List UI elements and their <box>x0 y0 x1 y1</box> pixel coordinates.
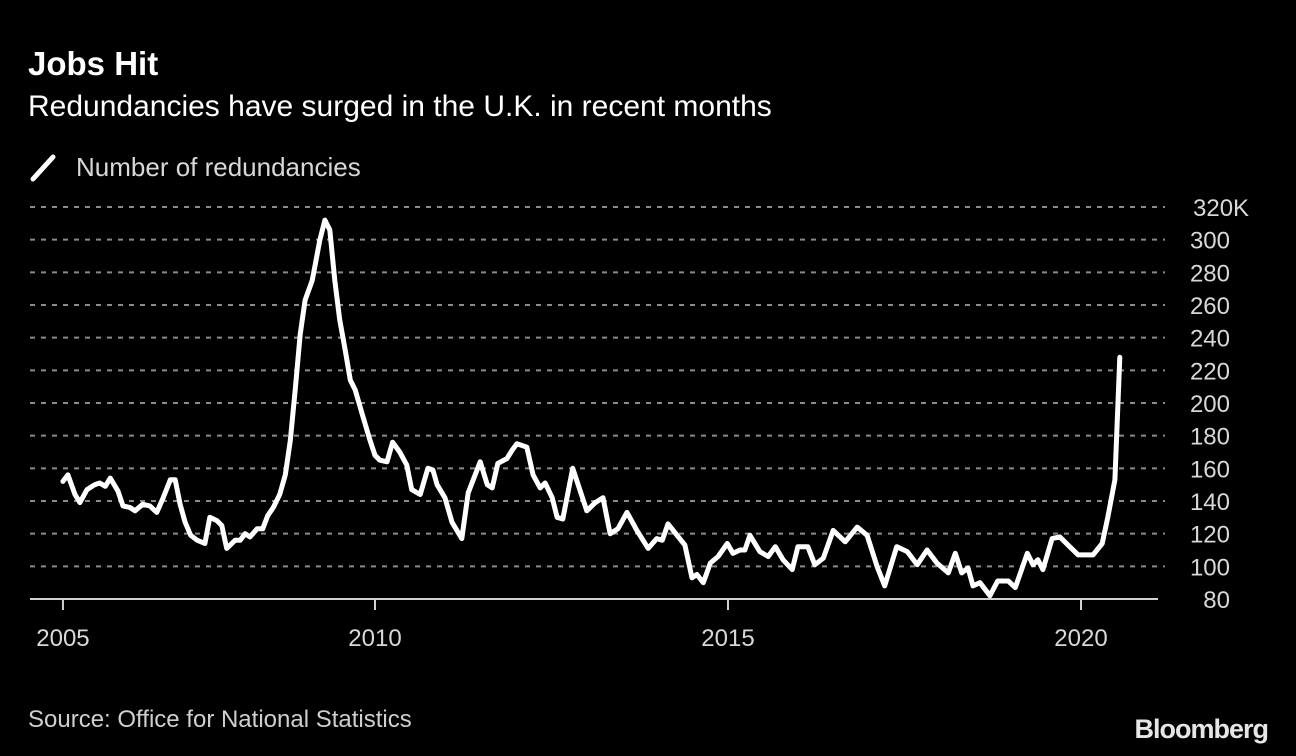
x-tick-label: 2010 <box>348 625 401 652</box>
y-tick-label: 260 <box>1190 293 1230 320</box>
chart-subtitle: Redundancies have surged in the U.K. in … <box>28 90 772 123</box>
y-axis: 80 100 120 140 160 180 200 220 240 260 280 300 320K <box>1190 195 1249 614</box>
chart-title: Jobs Hit <box>28 45 158 82</box>
series-line-redundancies <box>60 217 1123 599</box>
gridlines <box>30 206 1165 600</box>
y-tick-label: 80 <box>1203 587 1230 614</box>
y-tick-label: 200 <box>1190 391 1230 418</box>
x-tick-label: 2020 <box>1054 625 1107 652</box>
y-tick-label: 300 <box>1190 228 1230 255</box>
y-tick-label: 280 <box>1190 260 1230 287</box>
y-tick-label: 140 <box>1190 489 1230 516</box>
x-axis: 2005 2010 2015 2020 <box>36 599 1108 652</box>
y-tick-label: 120 <box>1190 522 1230 549</box>
y-tick-label: 180 <box>1190 424 1230 451</box>
y-tick-label: 240 <box>1190 326 1230 353</box>
y-tick-label: 220 <box>1190 358 1230 385</box>
legend-label: Number of redundancies <box>76 152 361 182</box>
legend-line-swatch <box>30 154 56 182</box>
x-tick-label: 2005 <box>36 625 89 652</box>
bloomberg-logo: Bloomberg <box>1134 714 1268 744</box>
legend: Number of redundancies <box>30 152 361 182</box>
y-tick-label: 320K <box>1193 195 1249 222</box>
x-tick-label: 2015 <box>701 625 754 652</box>
source-note: Source: Office for National Statistics <box>28 706 412 733</box>
y-tick-label: 100 <box>1190 554 1230 581</box>
y-tick-label: 160 <box>1190 456 1230 483</box>
